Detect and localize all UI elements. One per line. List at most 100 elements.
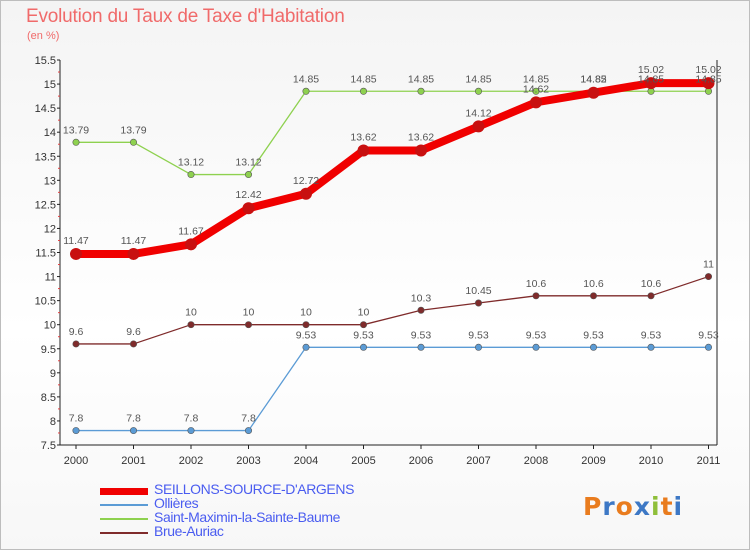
data-label: 14.85 bbox=[695, 73, 721, 85]
data-label: 13.12 bbox=[178, 157, 204, 169]
data-point bbox=[302, 343, 310, 351]
data-label: 14.85 bbox=[465, 73, 491, 85]
data-label: 10 bbox=[300, 307, 312, 319]
data-point bbox=[72, 427, 80, 435]
data-label: 14.85 bbox=[523, 73, 549, 85]
data-point bbox=[417, 306, 425, 314]
data-label: 14.12 bbox=[465, 107, 491, 119]
data-label: 14.85 bbox=[638, 73, 664, 85]
data-label: 9.53 bbox=[296, 329, 317, 341]
data-label: 7.8 bbox=[126, 413, 141, 425]
data-label: 12.42 bbox=[235, 189, 261, 201]
data-label: 14.82 bbox=[580, 74, 606, 86]
data-label: 14.85 bbox=[293, 73, 319, 85]
series-line bbox=[75, 346, 710, 432]
legend-label: Saint-Maximin-la-Sainte-Baume bbox=[154, 509, 341, 525]
logo-letter: t bbox=[660, 492, 674, 521]
y-tick-label: 12 bbox=[44, 223, 56, 235]
data-point bbox=[532, 292, 540, 300]
data-label: 14.85 bbox=[408, 73, 434, 85]
data-label: 13.62 bbox=[408, 131, 434, 143]
data-label: 14.62 bbox=[523, 83, 549, 95]
logo-letter: o bbox=[615, 492, 634, 521]
data-label: 9.53 bbox=[353, 329, 374, 341]
y-tick-label: 8 bbox=[50, 416, 56, 428]
data-label: 7.8 bbox=[69, 413, 84, 425]
data-point bbox=[185, 238, 197, 251]
logo-letter: x bbox=[633, 492, 651, 521]
x-tick-label: 2010 bbox=[639, 455, 663, 467]
y-tick-label: 12.5 bbox=[35, 199, 56, 211]
x-tick-label: 2005 bbox=[351, 455, 375, 467]
x-tick-label: 2009 bbox=[581, 455, 605, 467]
legend-label: Ollières bbox=[154, 495, 199, 511]
data-point bbox=[704, 273, 712, 281]
data-point bbox=[474, 87, 482, 95]
series-line bbox=[75, 90, 710, 176]
chart-title: Evolution du Taux de Taxe d'Habitation bbox=[26, 6, 345, 27]
y-tick-label: 13 bbox=[44, 175, 56, 187]
data-label: 14.85 bbox=[350, 73, 376, 85]
legend-swatch bbox=[100, 518, 148, 520]
chart-unit: (en %) bbox=[27, 30, 60, 42]
data-point bbox=[587, 86, 600, 99]
x-tick-label: 2011 bbox=[697, 455, 721, 467]
data-label: 9.53 bbox=[641, 329, 662, 341]
legend-swatch bbox=[100, 487, 148, 495]
data-point bbox=[359, 321, 367, 329]
data-label: 13.62 bbox=[350, 131, 376, 143]
data-label: 9.53 bbox=[411, 329, 432, 341]
data-label: 13.12 bbox=[235, 157, 261, 169]
data-label: 12.72 bbox=[293, 175, 319, 187]
legend-label: Brue-Auriac bbox=[154, 523, 224, 539]
data-point bbox=[647, 343, 655, 351]
data-point bbox=[417, 343, 425, 351]
data-point bbox=[704, 343, 712, 351]
logo-letter: r bbox=[602, 492, 616, 521]
data-point bbox=[415, 144, 427, 157]
data-point bbox=[530, 96, 542, 109]
logo-letter: i bbox=[673, 492, 684, 521]
data-point bbox=[645, 77, 657, 90]
data-label: 9.53 bbox=[526, 329, 547, 341]
data-point bbox=[130, 427, 138, 435]
y-tick-label: 14 bbox=[44, 127, 56, 139]
data-label: 9.6 bbox=[126, 326, 141, 338]
data-point bbox=[589, 292, 597, 300]
data-label: 11 bbox=[703, 259, 714, 271]
data-label: 10.6 bbox=[526, 278, 547, 290]
x-tick-label: 2004 bbox=[294, 455, 318, 467]
data-point bbox=[72, 340, 80, 348]
legend-swatch bbox=[100, 532, 148, 534]
y-tick-label: 11 bbox=[45, 272, 56, 284]
data-point bbox=[474, 299, 482, 307]
data-point bbox=[245, 321, 253, 329]
x-tick-label: 2006 bbox=[409, 455, 433, 467]
data-point bbox=[702, 77, 715, 90]
logo-letter: i bbox=[651, 492, 661, 521]
legend-swatch bbox=[100, 504, 148, 506]
data-point bbox=[532, 87, 540, 95]
y-tick-label: 15 bbox=[44, 79, 56, 91]
series-layer bbox=[70, 77, 715, 435]
data-label: 10.6 bbox=[641, 278, 662, 290]
y-tick-label: 13.5 bbox=[35, 151, 56, 163]
y-tick-label: 8.5 bbox=[41, 392, 56, 404]
data-label: 7.8 bbox=[184, 413, 199, 425]
proxiti-logo: Proxiti bbox=[583, 492, 683, 521]
series-line bbox=[75, 275, 710, 345]
x-tick-label: 2002 bbox=[179, 455, 203, 467]
data-label: 15.02 bbox=[695, 64, 721, 76]
data-label: 11.47 bbox=[121, 235, 147, 247]
data-label: 15.02 bbox=[638, 64, 664, 76]
y-tick-label: 10 bbox=[44, 320, 56, 332]
data-label: 9.6 bbox=[69, 326, 84, 338]
y-tick-label: 14.5 bbox=[35, 103, 56, 115]
data-label: 9.53 bbox=[583, 329, 604, 341]
data-label: 14.85 bbox=[580, 73, 606, 85]
data-point bbox=[357, 144, 370, 157]
y-tick-label: 9.5 bbox=[41, 344, 56, 356]
x-tick-label: 2003 bbox=[236, 455, 260, 467]
data-point bbox=[474, 343, 482, 351]
